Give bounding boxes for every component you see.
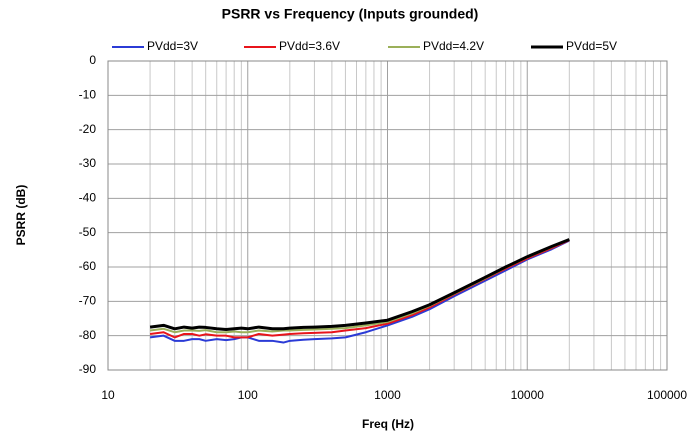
x-tick-label: 1000 <box>374 388 401 402</box>
series-line <box>149 239 570 344</box>
y-axis-label: PSRR (dB) <box>14 185 28 246</box>
y-tick-label: -90 <box>79 362 97 376</box>
chart-title: PSRR vs Frequency (Inputs grounded) <box>222 6 479 22</box>
y-tick-label: -70 <box>79 294 97 308</box>
legend-label: PVdd=3V <box>147 39 198 53</box>
x-tick-label: 10 <box>101 388 115 402</box>
y-tick-label: -40 <box>79 191 97 205</box>
plot-border <box>107 60 668 371</box>
y-tick-label: -20 <box>79 122 97 136</box>
series-line <box>149 238 570 334</box>
series-line <box>149 238 570 331</box>
x-tick-label: 100 <box>238 388 258 402</box>
x-tick-label: 100000 <box>647 388 687 402</box>
x-axis-label: Freq (Hz) <box>362 417 414 431</box>
legend-label: PVdd=4.2V <box>423 39 484 53</box>
x-tick-label: 10000 <box>511 388 545 402</box>
y-tick-label: -30 <box>79 156 97 170</box>
legend-label: PVdd=3.6V <box>279 39 340 53</box>
legend-label: PVdd=5V <box>566 39 617 53</box>
y-tick-label: -50 <box>79 225 97 239</box>
y-tick-label: 0 <box>89 53 96 67</box>
y-tick-label: -10 <box>79 88 97 102</box>
y-tick-label: -60 <box>79 259 97 273</box>
y-tick-label: -80 <box>79 328 97 342</box>
